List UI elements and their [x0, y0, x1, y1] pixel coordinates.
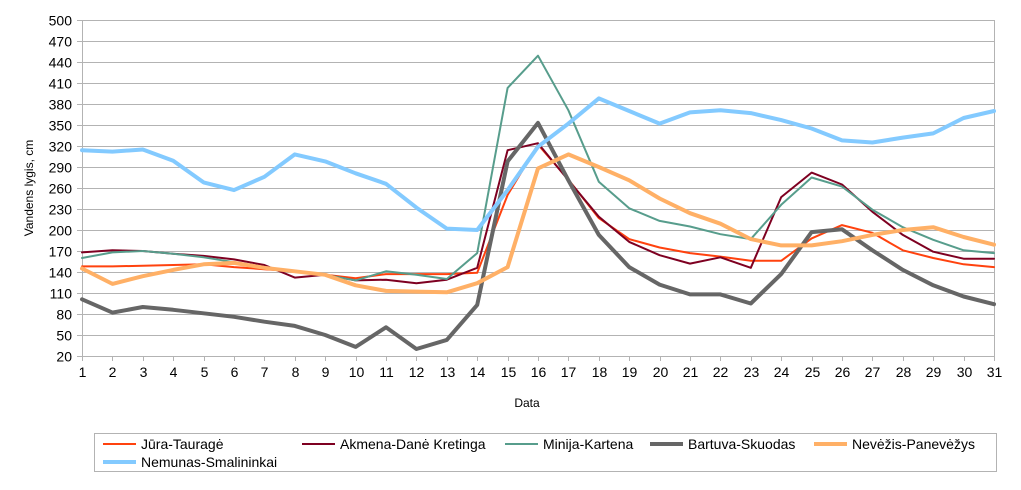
- x-tick-label: 23: [744, 364, 760, 380]
- x-tick-label: 1: [79, 364, 87, 380]
- x-tick-label: 3: [140, 364, 148, 380]
- y-tick-label: 170: [49, 244, 73, 260]
- x-tick-label: 29: [926, 364, 942, 380]
- y-tick-label: 500: [49, 13, 73, 29]
- x-tick-label: 2: [109, 364, 117, 380]
- legend-label: Jūra-Tauragė: [141, 436, 224, 452]
- series-line-5: [80, 96, 996, 232]
- y-tick-label: 110: [50, 286, 73, 302]
- x-tick-label: 15: [501, 364, 517, 380]
- x-tick-label: 9: [322, 364, 330, 380]
- x-tick-label: 11: [379, 364, 394, 380]
- x-tick-label: 18: [592, 364, 608, 380]
- y-tick-label: 440: [49, 55, 73, 71]
- y-tick-label: 140: [49, 265, 73, 281]
- x-tick-label: 26: [835, 364, 851, 380]
- series-line-1: [81, 142, 995, 285]
- y-tick-label: 80: [56, 307, 72, 323]
- legend-label: Bartuva-Skuodas: [688, 436, 795, 452]
- x-tick-label: 17: [561, 364, 577, 380]
- x-tick-label: 6: [231, 364, 239, 380]
- legend-label: Minija-Kartena: [543, 436, 633, 452]
- x-tick-label: 7: [261, 364, 269, 380]
- x-axis-ticks: 1 2 3 4 5 6 7 8 9 10 11 12 13 14 15 16 17 18 19 20 21 22 23 24 2…: [79, 356, 1003, 380]
- x-tick-label: 16: [531, 364, 547, 380]
- x-tick-label: 31: [987, 364, 1003, 380]
- y-axis-ticks: 20 50 80 110 140 170 200 230 260 290 320 350 380 410 4…: [49, 13, 73, 365]
- gridlines: [77, 20, 995, 357]
- x-tick-label: 24: [774, 364, 790, 380]
- x-tick-label: 27: [865, 364, 881, 380]
- legend: Jūra-Tauragė Akmena-Danė Kretinga Minija-K…: [94, 433, 997, 472]
- y-tick-label: 320: [49, 139, 73, 155]
- series-lines: [80, 54, 996, 351]
- x-tick-label: 19: [622, 364, 638, 380]
- x-tick-label: 4: [170, 364, 178, 380]
- x-tick-label: 13: [440, 364, 456, 380]
- y-tick-label: 260: [49, 181, 73, 197]
- x-axis-title: Data: [514, 396, 540, 410]
- y-tick-label: 50: [56, 328, 72, 344]
- legend-label: Nevėžis-Panevėžys: [852, 436, 975, 452]
- y-tick-label: 200: [49, 223, 73, 239]
- x-tick-label: 14: [470, 364, 486, 380]
- x-tick-label: 10: [349, 364, 365, 380]
- legend-label: Akmena-Danė Kretinga: [340, 436, 486, 452]
- x-tick-label: 22: [713, 364, 729, 380]
- x-tick-label: 30: [957, 364, 973, 380]
- y-tick-label: 350: [49, 118, 73, 134]
- y-tick-label: 20: [56, 349, 72, 365]
- x-tick-label: 12: [409, 364, 425, 380]
- x-tick-label: 25: [805, 364, 821, 380]
- x-tick-label: 28: [896, 364, 912, 380]
- y-tick-label: 230: [49, 202, 73, 218]
- x-tick-label: 5: [201, 364, 209, 380]
- legend-label: Nemunas-Smalininkai: [141, 454, 277, 470]
- x-tick-label: 20: [653, 364, 669, 380]
- y-tick-label: 290: [49, 160, 73, 176]
- x-tick-label: 8: [292, 364, 300, 380]
- series-line-4: [80, 152, 996, 295]
- y-tick-label: 410: [49, 76, 73, 92]
- y-tick-label: 470: [49, 34, 73, 50]
- x-tick-label: 21: [683, 364, 699, 380]
- series-line-3: [80, 120, 996, 351]
- y-axis-title: Vandens lygis, cm: [22, 140, 36, 237]
- y-tick-label: 380: [49, 97, 73, 113]
- legend-box: [94, 433, 997, 472]
